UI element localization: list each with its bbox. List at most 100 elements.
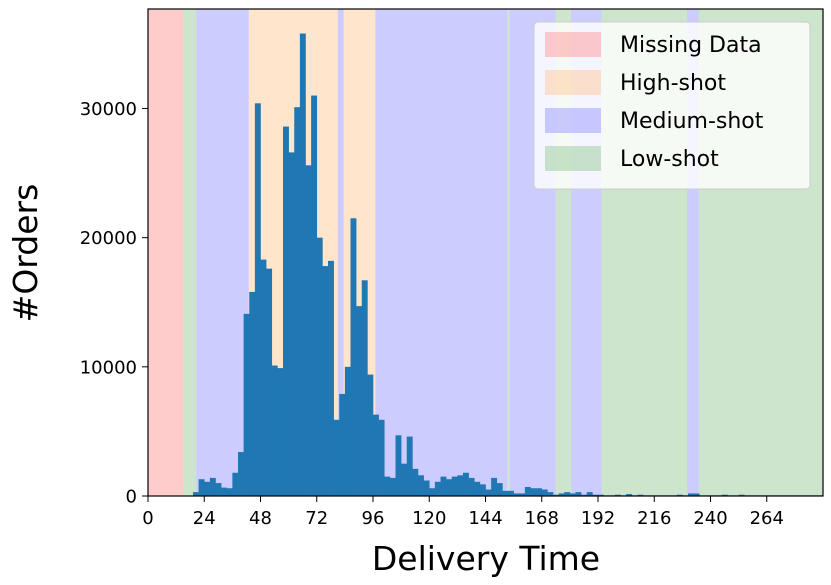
histogram-bar bbox=[564, 492, 571, 496]
histogram-bar bbox=[232, 472, 239, 496]
histogram-bar bbox=[373, 414, 379, 496]
y-tick-label: 30000 bbox=[80, 99, 137, 120]
histogram-bar bbox=[209, 477, 216, 496]
x-tick-label: 168 bbox=[525, 508, 559, 529]
x-tick-label: 72 bbox=[305, 508, 328, 529]
x-tick-label: 264 bbox=[750, 508, 784, 529]
x-axis-title: Delivery Time bbox=[372, 539, 600, 578]
x-tick-label: 48 bbox=[249, 508, 272, 529]
histogram-bar bbox=[693, 493, 700, 496]
histogram-bar bbox=[395, 435, 402, 496]
region-low-shot bbox=[183, 9, 197, 496]
histogram-bar bbox=[446, 479, 453, 496]
histogram-bar bbox=[519, 493, 526, 496]
region-low-shot bbox=[507, 9, 510, 496]
histogram-bar bbox=[536, 488, 543, 496]
x-tick-label: 192 bbox=[581, 508, 615, 529]
histogram-bar bbox=[238, 452, 244, 496]
histogram-bar bbox=[468, 477, 475, 496]
histogram-bar bbox=[339, 393, 346, 496]
histogram-bar bbox=[266, 268, 273, 496]
histogram-bar bbox=[418, 475, 424, 496]
histogram-bar bbox=[344, 366, 351, 496]
histogram-bar bbox=[316, 237, 323, 496]
legend-label: Low-shot bbox=[620, 147, 719, 172]
histogram-bar bbox=[305, 165, 312, 496]
histogram-bar bbox=[581, 494, 588, 496]
histogram-bar bbox=[294, 107, 301, 497]
histogram-bar bbox=[491, 477, 498, 496]
histogram-bar bbox=[350, 218, 357, 497]
histogram-bar bbox=[541, 489, 548, 496]
histogram-bar bbox=[226, 488, 233, 496]
legend-label: High-shot bbox=[620, 71, 726, 96]
histogram-bar bbox=[367, 374, 374, 496]
x-axis-ticks: 0 24 48 72 96 120 144 168 192 216 240 264 bbox=[142, 496, 784, 529]
y-axis-ticks: 0 10000 20000 30000 bbox=[80, 99, 148, 508]
histogram-bar bbox=[614, 494, 621, 496]
histogram-bar bbox=[283, 126, 289, 496]
legend-label: Missing Data bbox=[620, 33, 762, 58]
histogram-bar bbox=[457, 475, 464, 496]
histogram-bar bbox=[721, 494, 728, 496]
region-medium-shot bbox=[375, 9, 508, 496]
histogram-bar bbox=[474, 481, 481, 496]
histogram-bar bbox=[423, 480, 430, 496]
histogram-bar bbox=[204, 481, 211, 496]
histogram-bar bbox=[451, 476, 458, 496]
histogram-bar bbox=[389, 477, 396, 496]
histogram-bar bbox=[463, 472, 469, 496]
histogram-bar bbox=[271, 365, 278, 496]
region-medium-shot bbox=[196, 9, 200, 496]
histogram-bar bbox=[440, 476, 447, 496]
histogram-bar bbox=[569, 493, 576, 496]
histogram-bar bbox=[243, 313, 250, 496]
legend-frame bbox=[533, 21, 811, 190]
histogram-bar bbox=[333, 419, 340, 496]
histogram-bar bbox=[429, 488, 436, 496]
legend-swatch bbox=[545, 32, 601, 57]
histogram-bar bbox=[434, 481, 441, 496]
legend-swatch bbox=[545, 108, 601, 133]
histogram-bar bbox=[558, 493, 565, 496]
histogram-bar bbox=[215, 483, 222, 496]
histogram-bar bbox=[254, 103, 261, 496]
histogram-bar bbox=[553, 494, 559, 496]
y-tick-label: 20000 bbox=[80, 228, 137, 249]
histogram-bar bbox=[485, 489, 492, 496]
x-tick-label: 24 bbox=[193, 508, 216, 529]
x-tick-label: 120 bbox=[412, 508, 446, 529]
region-missing-data bbox=[148, 9, 184, 496]
histogram-bar bbox=[401, 463, 408, 496]
x-tick-label: 240 bbox=[693, 508, 727, 529]
x-tick-label: 144 bbox=[468, 508, 502, 529]
histogram-bar bbox=[688, 493, 694, 496]
histogram-bar bbox=[586, 492, 593, 496]
region-medium-shot bbox=[337, 9, 344, 496]
histogram-bars bbox=[193, 33, 824, 497]
histogram-bar bbox=[575, 492, 582, 496]
histogram-bar bbox=[193, 492, 199, 496]
histogram-bar bbox=[676, 494, 683, 496]
histogram-bar bbox=[277, 368, 284, 496]
x-tick-label: 96 bbox=[362, 508, 385, 529]
histogram-bar bbox=[249, 291, 256, 496]
histogram-bar bbox=[738, 494, 745, 496]
histogram-bar bbox=[328, 260, 334, 496]
histogram-bar bbox=[288, 152, 295, 496]
histogram-bar bbox=[513, 493, 520, 496]
histogram-bar bbox=[406, 436, 413, 496]
histogram-bar bbox=[547, 492, 554, 496]
legend: Missing Data High-shot Medium-shot Low-shot bbox=[533, 21, 811, 190]
histogram-bar bbox=[598, 494, 604, 496]
region-medium-shot bbox=[199, 9, 249, 496]
region-medium-shot bbox=[687, 9, 699, 496]
histogram-bar bbox=[356, 306, 363, 496]
histogram-bar bbox=[378, 419, 385, 496]
legend-swatch bbox=[545, 146, 601, 171]
x-tick-label: 216 bbox=[637, 508, 671, 529]
histogram-bar bbox=[198, 479, 205, 496]
histogram-bar bbox=[530, 488, 537, 496]
